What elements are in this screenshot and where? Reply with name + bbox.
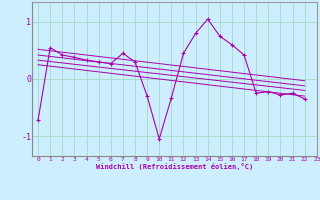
X-axis label: Windchill (Refroidissement éolien,°C): Windchill (Refroidissement éolien,°C) [96, 163, 253, 170]
